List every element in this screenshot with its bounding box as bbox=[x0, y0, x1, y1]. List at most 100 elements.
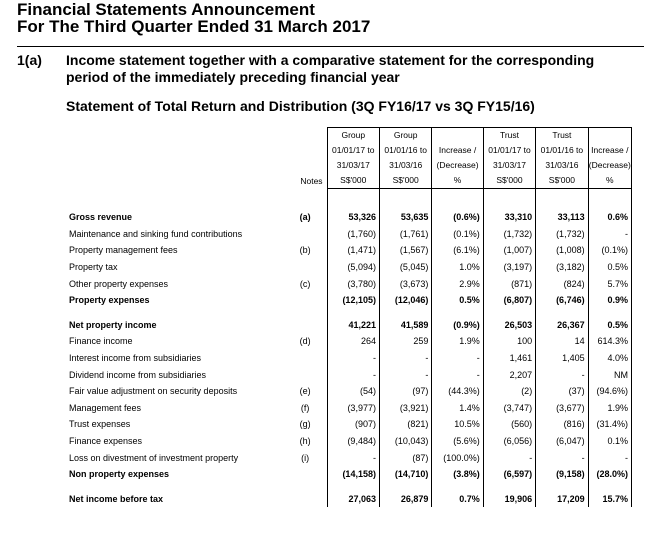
row-label: Management fees bbox=[69, 402, 142, 413]
cell-tb: (1,732) bbox=[535, 225, 589, 243]
table-row: Dividend income from subsidiaries - - -2,20… bbox=[66, 366, 633, 383]
row-label: Net income before tax bbox=[69, 493, 164, 504]
cell-tb: 17,209 bbox=[535, 490, 589, 508]
cell-ga: 53,326 bbox=[326, 209, 380, 226]
cell-gb: - bbox=[378, 366, 433, 383]
cell-gc: 1.9% bbox=[431, 333, 484, 350]
row-label: Fair value adjustment on security deposi… bbox=[69, 386, 238, 397]
cell-ga: (3,780) bbox=[326, 275, 380, 292]
cell-tb: 1,405 bbox=[535, 349, 589, 367]
cell-ga: (1,760) bbox=[326, 225, 380, 243]
col-trust-a-unit: S$'000 bbox=[482, 173, 537, 189]
row-note: (g) bbox=[299, 419, 311, 430]
row-label: Interest income from subsidiaries bbox=[69, 353, 202, 364]
col-trust-chg-unit: % bbox=[587, 173, 633, 189]
table-body: Gross revenue (a) 53,326 53,635 (0.6%) 33,310… bbox=[66, 188, 633, 508]
col-group-a-unit: S$'000 bbox=[326, 173, 380, 189]
cell-gb: 53,635 bbox=[378, 209, 433, 226]
cell-ga: - bbox=[326, 366, 380, 383]
row-note bbox=[284, 259, 327, 276]
cell-ta: (871) bbox=[482, 275, 537, 292]
table-row: Trust expenses (g) (907) (821) 10.5% (560) (81… bbox=[66, 416, 633, 433]
table-header: Group Group Trust Trust 01/01/17 to 01/0… bbox=[66, 127, 633, 189]
cell-tb: 26,367 bbox=[535, 316, 589, 334]
row-label: Trust expenses bbox=[69, 419, 131, 430]
cell-tc: - bbox=[587, 449, 633, 466]
cell-ga: - bbox=[326, 349, 380, 367]
cell-ga: (1,471) bbox=[326, 242, 380, 259]
cell-tc: - bbox=[587, 225, 633, 243]
cell-tb: (6,746) bbox=[535, 291, 589, 309]
row-label: Dividend income from subsidiaries bbox=[69, 369, 207, 380]
cell-gc: (0.9%) bbox=[431, 316, 484, 334]
table-row: Non property expenses (14,158) (14,710) (3.… bbox=[66, 465, 633, 483]
col-group-b-h2: 01/01/16 to bbox=[378, 143, 433, 158]
cell-ga: 264 bbox=[326, 333, 380, 350]
row-note: (i) bbox=[301, 452, 310, 463]
row-label: Finance expenses bbox=[69, 436, 143, 447]
cell-gc: - bbox=[431, 366, 484, 383]
row-note bbox=[284, 317, 327, 334]
row-note: (e) bbox=[299, 386, 311, 397]
cell-gb: 259 bbox=[378, 333, 433, 350]
row-label: Property management fees bbox=[69, 245, 178, 256]
col-trust-b-h1: Trust bbox=[535, 127, 589, 143]
col-group-b-h1: Group bbox=[378, 127, 433, 143]
row-label: Other property expenses bbox=[69, 278, 169, 289]
header-divider bbox=[17, 46, 644, 47]
col-group-a-h1: Group bbox=[326, 127, 380, 143]
cell-tb: (3,182) bbox=[535, 258, 589, 276]
cell-ta: 1,461 bbox=[482, 349, 537, 367]
table-row: Finance income (d) 264 259 1.9% 100 14 614.3% bbox=[66, 333, 633, 350]
document-title: Financial Statements Announcement bbox=[17, 0, 315, 19]
cell-gc: (0.1%) bbox=[431, 225, 484, 243]
row-label: Maintenance and sinking fund contributio… bbox=[69, 228, 243, 239]
section-heading: Income statement together with a compara… bbox=[66, 52, 595, 85]
row-note: (f) bbox=[300, 402, 310, 413]
cell-tc: 0.5% bbox=[587, 316, 633, 334]
row-label: Property expenses bbox=[69, 295, 150, 306]
cell-gc: 10.5% bbox=[431, 416, 484, 433]
cell-tb: (9,158) bbox=[535, 465, 589, 483]
cell-ta: (1,007) bbox=[482, 242, 537, 259]
cell-gb: (821) bbox=[378, 416, 433, 433]
cell-gc: (100.0%) bbox=[431, 449, 484, 466]
cell-ga: (907) bbox=[326, 416, 380, 433]
cell-ga: (3,977) bbox=[326, 399, 380, 417]
cell-gb: 41,589 bbox=[378, 316, 433, 334]
col-trust-b-h2: 01/01/16 to bbox=[535, 143, 589, 158]
cell-gb: (97) bbox=[378, 382, 433, 400]
cell-tc: (94.6%) bbox=[587, 382, 633, 400]
cell-ta: (3,197) bbox=[482, 258, 537, 276]
cell-tc: 4.0% bbox=[587, 349, 633, 367]
cell-tc: (0.1%) bbox=[587, 242, 633, 259]
cell-tc: (28.0%) bbox=[587, 465, 633, 483]
table-row: Property expenses (12,105) (12,046) 0.5% (6,… bbox=[66, 291, 633, 309]
cell-tc: 0.1% bbox=[587, 432, 633, 450]
document-subtitle: For The Third Quarter Ended 31 March 201… bbox=[17, 17, 371, 36]
cell-gc: - bbox=[431, 349, 484, 367]
cell-tc: 614.3% bbox=[587, 333, 633, 350]
col-group-chg-h2: Increase / bbox=[431, 143, 484, 158]
col-trust-chg-h2: Increase / bbox=[587, 143, 633, 158]
table-row: Loss on divestment of investment propert… bbox=[66, 449, 633, 466]
table-row: Maintenance and sinking fund contributio… bbox=[66, 225, 633, 243]
cell-gb: (1,761) bbox=[378, 225, 433, 243]
table-row: Management fees (f) (3,977) (3,921) 1.4% (3,7… bbox=[66, 399, 633, 417]
cell-tc: 5.7% bbox=[587, 275, 633, 292]
cell-ga: (12,105) bbox=[326, 291, 380, 309]
col-trust-b-h3: 31/03/16 bbox=[535, 158, 589, 173]
cell-tb: (824) bbox=[535, 275, 589, 292]
cell-ta: (2) bbox=[482, 382, 537, 400]
cell-tc: 1.9% bbox=[587, 399, 633, 417]
cell-tc: 0.9% bbox=[587, 291, 633, 309]
cell-gb: (3,673) bbox=[378, 275, 433, 292]
cell-ta: 26,503 bbox=[482, 316, 537, 334]
cell-tb: - bbox=[535, 449, 589, 466]
cell-ta: 2,207 bbox=[482, 366, 537, 383]
cell-gc: 0.7% bbox=[431, 490, 484, 508]
income-statement-table: Group Group Trust Trust 01/01/17 to 01/0… bbox=[66, 127, 633, 508]
row-note bbox=[284, 350, 327, 367]
row-label: Property tax bbox=[69, 262, 118, 273]
cell-ta: (560) bbox=[482, 416, 537, 433]
